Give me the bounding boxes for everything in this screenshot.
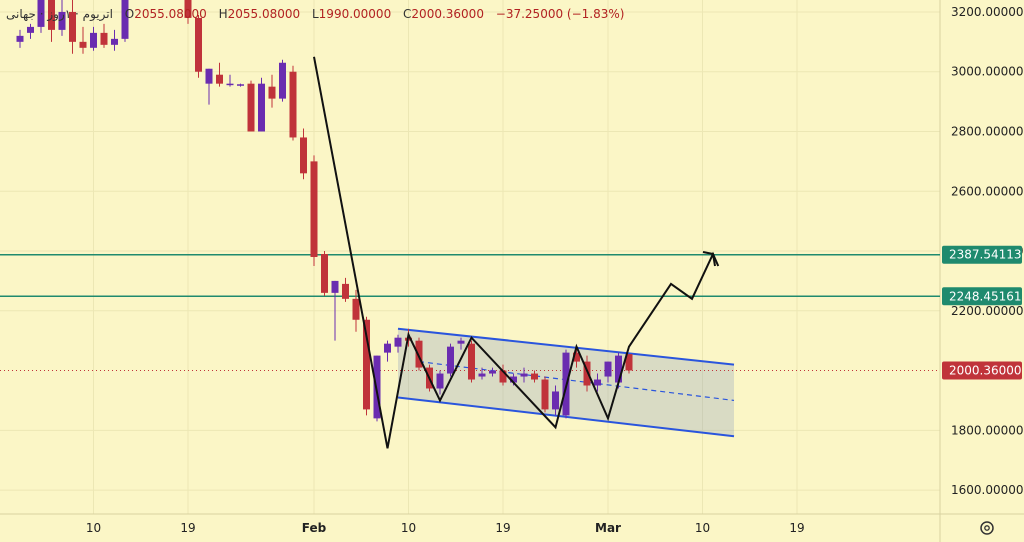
price-tick-label: 2200.00000	[951, 304, 1024, 318]
channel-mid-line	[418, 360, 735, 402]
candle-up	[457, 340, 465, 344]
candle-down	[342, 283, 349, 299]
candle-down	[352, 298, 360, 320]
candle-up	[520, 373, 528, 377]
level-price-label: 2248.45161	[949, 289, 1022, 303]
candle-down	[195, 17, 202, 72]
time-tick-label: 19	[180, 521, 195, 535]
candle-up	[121, 0, 129, 39]
candle-up	[552, 391, 559, 410]
candle-up	[258, 83, 265, 132]
candle-down	[583, 361, 591, 386]
time-tick-label: 10	[401, 521, 416, 535]
candle-down	[531, 373, 538, 380]
candle-up	[27, 26, 34, 33]
candle-up	[90, 32, 97, 48]
candle-up	[237, 84, 244, 86]
price-tick-label: 3200.00000	[951, 5, 1024, 19]
change-value: −37.25000 (−1.83%)	[495, 7, 625, 21]
candle-up	[489, 370, 496, 374]
candle-down	[415, 340, 423, 368]
candle-up	[384, 343, 391, 353]
candle-down	[363, 319, 370, 410]
low-value: 1990.00000	[318, 7, 392, 21]
candle-up	[447, 346, 454, 374]
candle-down	[79, 41, 87, 48]
candle-up	[604, 361, 612, 377]
candle-down	[499, 370, 507, 383]
candle-up	[394, 337, 402, 347]
candle-down	[321, 254, 328, 293]
candle-up	[279, 62, 286, 99]
candle-down	[268, 86, 276, 99]
candle-up	[111, 38, 118, 45]
time-tick-label: 19	[495, 521, 510, 535]
candle-up	[226, 83, 234, 86]
candle-up	[594, 379, 601, 386]
candle-up	[436, 373, 444, 389]
level-price-tag	[942, 245, 1022, 264]
candle-up	[16, 35, 24, 42]
price-tick-label: 2800.00000	[951, 124, 1024, 138]
candle-down	[625, 354, 633, 371]
time-tick-label: Feb	[302, 521, 327, 535]
candle-down	[69, 11, 76, 42]
candle-down	[247, 83, 255, 132]
candle-down	[541, 379, 549, 410]
level-price-label: 2387.54113	[949, 248, 1022, 262]
candle-down	[468, 343, 475, 380]
candle-up	[37, 0, 45, 27]
zigzag-projection-line[interactable]	[313, 56, 720, 449]
candle-down	[100, 32, 108, 45]
gear-icon[interactable]	[980, 521, 994, 535]
candle-up	[205, 68, 213, 84]
candle-up	[58, 11, 66, 30]
channel-upper-line[interactable]	[397, 327, 735, 366]
open-value: 2055.08000	[134, 7, 207, 21]
level-price-tag	[942, 287, 1022, 306]
candle-down	[573, 352, 580, 362]
close-value: 2000.36000	[411, 7, 484, 21]
candle-up	[478, 373, 486, 377]
candle-down	[184, 0, 192, 18]
candle-down	[310, 161, 318, 257]
time-tick-label: Mar	[595, 521, 621, 535]
time-tick-label: 10	[695, 521, 710, 535]
last-price-tag	[942, 361, 1022, 380]
price-tick-label: 2600.00000	[951, 184, 1024, 198]
low-key: L	[311, 7, 319, 21]
ohlc-legend: اتریوم · ۱روز · جهانی O2055.08000 H2055.…	[6, 7, 632, 21]
candle-down	[48, 0, 55, 30]
price-tick-label: 3000.00000	[951, 65, 1024, 79]
open-key: O	[124, 7, 135, 21]
candle-up	[615, 355, 622, 383]
high-value: 2055.08000	[227, 7, 301, 21]
close-key: C	[403, 7, 412, 21]
price-tick-label: 1800.00000	[951, 423, 1024, 437]
last-price-label: 2000.36000	[949, 363, 1022, 377]
time-tick-label: 10	[86, 521, 101, 535]
candle-down	[289, 71, 297, 138]
candle-up	[331, 280, 339, 293]
candle-down	[300, 137, 307, 174]
price-tick-label: 1600.00000	[951, 483, 1024, 497]
candle-up	[510, 376, 517, 383]
high-key: H	[218, 7, 228, 21]
symbol-label: اتریوم · ۱روز · جهانی	[6, 7, 113, 21]
candle-down	[216, 74, 223, 84]
arrow-head	[702, 251, 716, 267]
time-tick-label: 19	[789, 521, 804, 535]
